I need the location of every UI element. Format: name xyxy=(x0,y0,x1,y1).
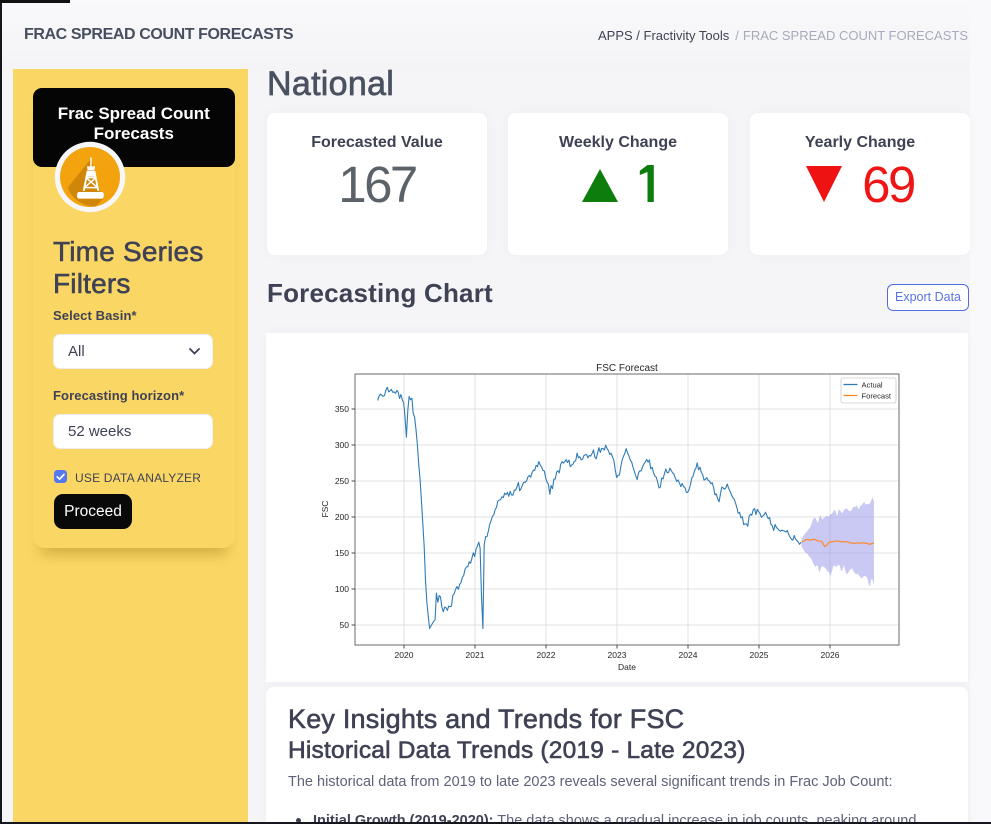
svg-text:100: 100 xyxy=(335,584,349,594)
svg-text:200: 200 xyxy=(335,512,349,522)
svg-text:FSC: FSC xyxy=(320,501,330,518)
svg-text:Forecast: Forecast xyxy=(862,391,892,400)
svg-text:2025: 2025 xyxy=(750,650,769,660)
svg-text:300: 300 xyxy=(335,440,349,450)
svg-text:Actual: Actual xyxy=(862,380,883,389)
svg-text:FSC Forecast: FSC Forecast xyxy=(596,363,658,374)
svg-text:2022: 2022 xyxy=(537,650,556,660)
svg-text:2023: 2023 xyxy=(608,650,627,660)
svg-text:150: 150 xyxy=(335,548,349,558)
svg-text:350: 350 xyxy=(335,404,349,414)
svg-text:2021: 2021 xyxy=(466,650,485,660)
svg-text:Date: Date xyxy=(618,662,636,672)
svg-text:2024: 2024 xyxy=(679,650,698,660)
svg-text:2020: 2020 xyxy=(395,650,414,660)
svg-text:50: 50 xyxy=(340,620,350,630)
svg-text:250: 250 xyxy=(335,476,349,486)
svg-text:2026: 2026 xyxy=(821,650,840,660)
